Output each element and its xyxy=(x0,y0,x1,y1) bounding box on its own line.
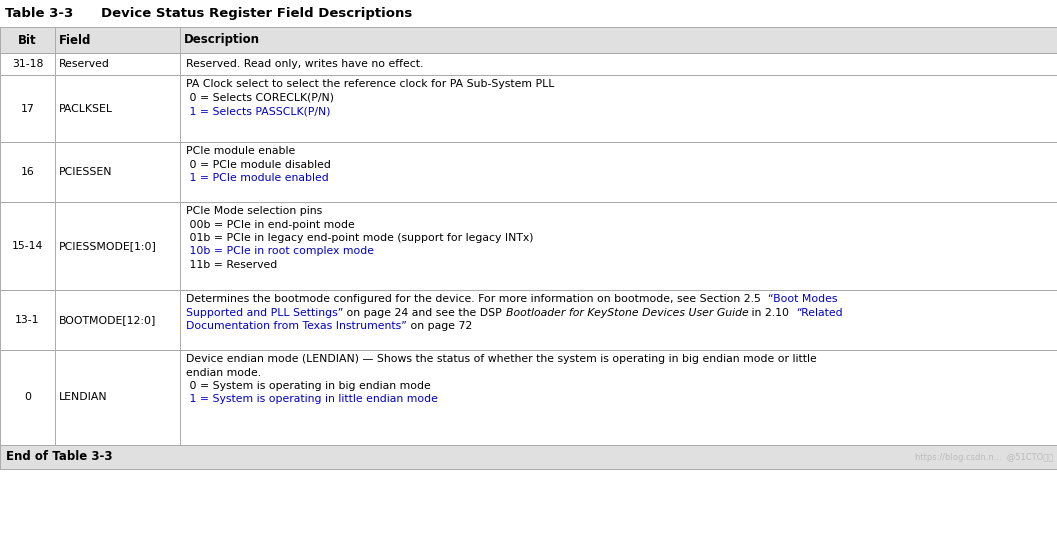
Text: 10b = PCIe in root complex mode: 10b = PCIe in root complex mode xyxy=(186,247,374,256)
Bar xyxy=(0,75,1057,142)
Text: Device endian mode (LENDIAN) — Shows the status of whether the system is operati: Device endian mode (LENDIAN) — Shows the… xyxy=(186,354,817,364)
Bar xyxy=(0,27,1057,53)
Text: Reserved. Read only, writes have no effect.: Reserved. Read only, writes have no effe… xyxy=(186,59,424,69)
Text: Description: Description xyxy=(184,33,260,47)
Text: Field: Field xyxy=(59,33,91,47)
Text: https://blog.csdn.n...  @51CTO博客: https://blog.csdn.n... @51CTO博客 xyxy=(914,452,1053,462)
Bar xyxy=(0,202,1057,290)
Text: 17: 17 xyxy=(21,104,35,114)
Text: 1 = Selects PASSCLK(P/N): 1 = Selects PASSCLK(P/N) xyxy=(186,106,331,116)
Text: 13-1: 13-1 xyxy=(15,315,40,325)
Text: “Boot Modes: “Boot Modes xyxy=(767,294,837,304)
Text: 11b = Reserved: 11b = Reserved xyxy=(186,260,277,270)
Text: PCIe Mode selection pins: PCIe Mode selection pins xyxy=(186,206,322,216)
Text: PCIESSMODE[1:0]: PCIESSMODE[1:0] xyxy=(59,241,156,251)
Text: LENDIAN: LENDIAN xyxy=(59,393,108,402)
Bar xyxy=(0,445,1057,469)
Bar xyxy=(0,142,1057,202)
Bar xyxy=(0,350,1057,445)
Text: “Related: “Related xyxy=(796,307,843,317)
Text: PA Clock select to select the reference clock for PA Sub-System PLL: PA Clock select to select the reference … xyxy=(186,79,554,89)
Text: 0 = System is operating in big endian mode: 0 = System is operating in big endian mo… xyxy=(186,381,431,391)
Text: Determines the bootmode configured for the device. For more information on bootm: Determines the bootmode configured for t… xyxy=(186,294,767,304)
Text: 1 = System is operating in little endian mode: 1 = System is operating in little endian… xyxy=(186,395,438,405)
Text: 00b = PCIe in end-point mode: 00b = PCIe in end-point mode xyxy=(186,220,355,229)
Text: 0 = PCIe module disabled: 0 = PCIe module disabled xyxy=(186,160,331,170)
Text: 0: 0 xyxy=(24,393,31,402)
Bar xyxy=(0,53,1057,75)
Text: endian mode.: endian mode. xyxy=(186,367,261,378)
Text: Table 3-3      Device Status Register Field Descriptions: Table 3-3 Device Status Register Field D… xyxy=(5,7,412,20)
Text: PCIe module enable: PCIe module enable xyxy=(186,146,295,156)
Text: 16: 16 xyxy=(21,167,35,177)
Text: PACLKSEL: PACLKSEL xyxy=(59,104,113,114)
Text: 1 = PCIe module enabled: 1 = PCIe module enabled xyxy=(186,173,329,183)
Text: 31-18: 31-18 xyxy=(12,59,43,69)
Text: on page 72: on page 72 xyxy=(407,321,472,331)
Bar xyxy=(0,290,1057,350)
Text: on page 24 and see the DSP: on page 24 and see the DSP xyxy=(344,307,505,317)
Text: BOOTMODE[12:0]: BOOTMODE[12:0] xyxy=(59,315,156,325)
Text: Documentation from Texas Instruments”: Documentation from Texas Instruments” xyxy=(186,321,407,331)
Text: Supported and PLL Settings”: Supported and PLL Settings” xyxy=(186,307,344,317)
Text: Bootloader for KeyStone Devices User Guide: Bootloader for KeyStone Devices User Gui… xyxy=(505,307,748,317)
Text: 0 = Selects CORECLK(P/N): 0 = Selects CORECLK(P/N) xyxy=(186,92,334,103)
Text: Bit: Bit xyxy=(18,33,37,47)
Text: 15-14: 15-14 xyxy=(12,241,43,251)
Text: PCIESSEN: PCIESSEN xyxy=(59,167,112,177)
Text: Reserved: Reserved xyxy=(59,59,110,69)
Text: End of Table 3-3: End of Table 3-3 xyxy=(6,451,112,463)
Text: in 2.10: in 2.10 xyxy=(748,307,796,317)
Text: 01b = PCIe in legacy end-point mode (support for legacy INTx): 01b = PCIe in legacy end-point mode (sup… xyxy=(186,233,534,243)
